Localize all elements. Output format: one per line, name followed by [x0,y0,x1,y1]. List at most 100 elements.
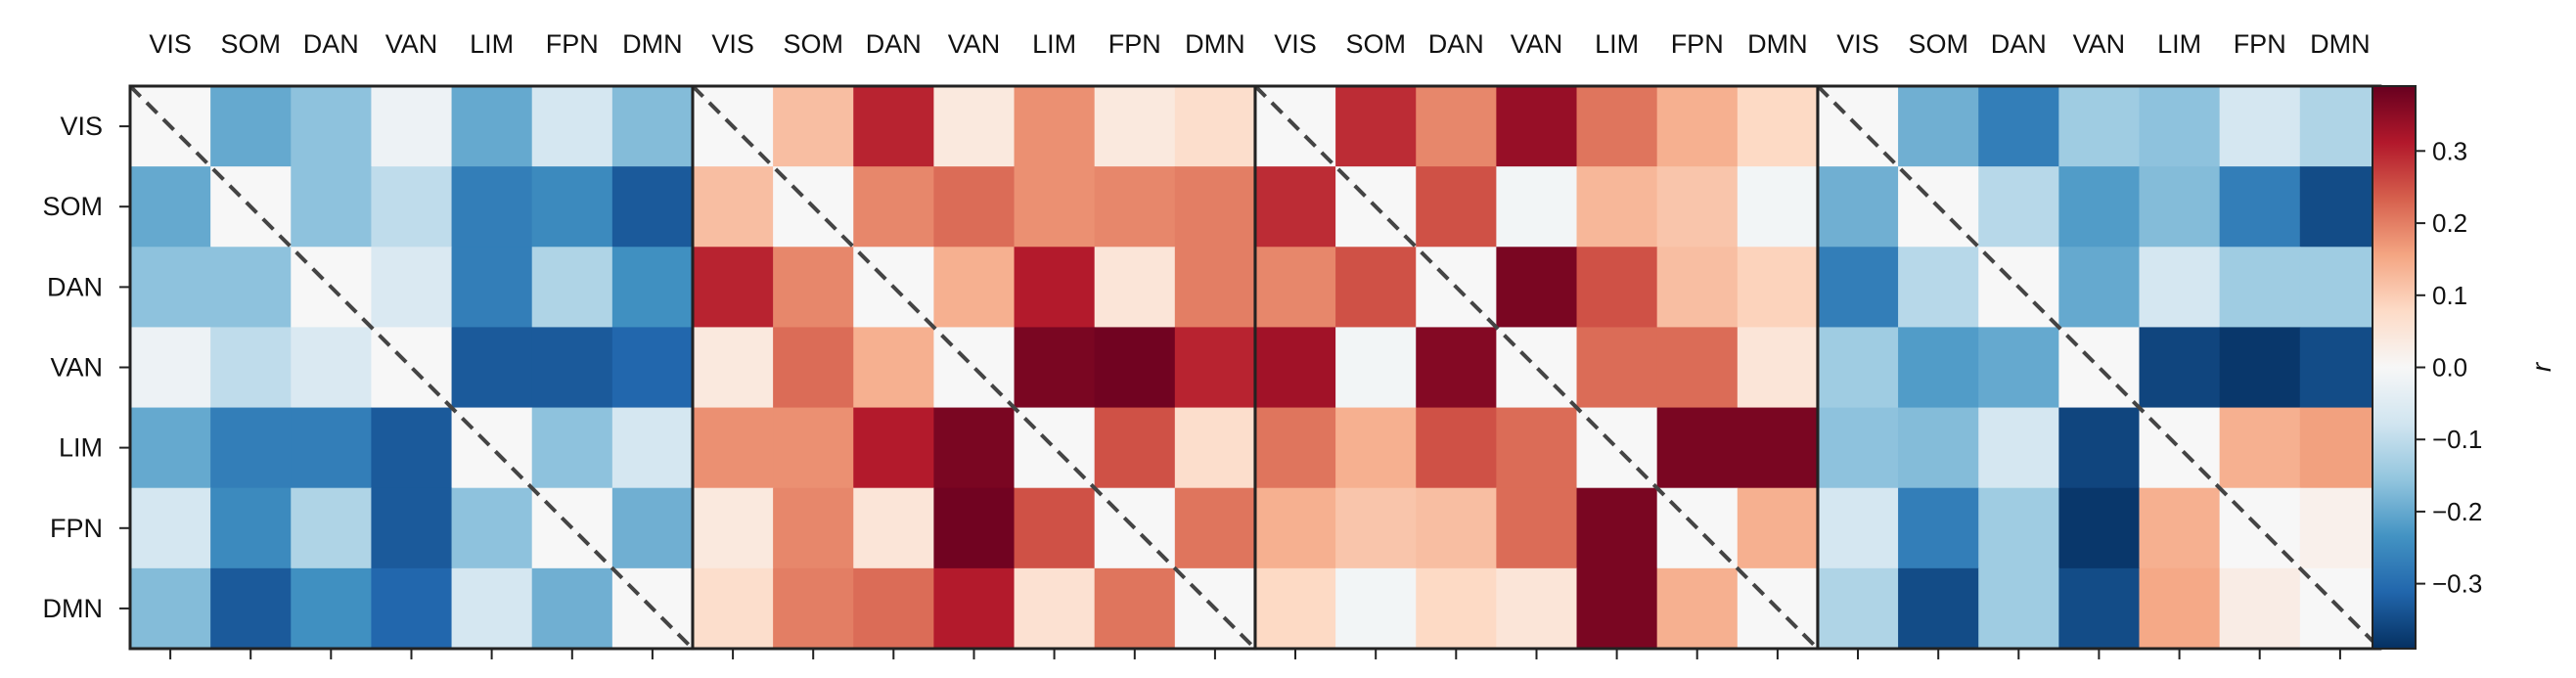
heatmap-cell [371,86,453,167]
heatmap-cell [2058,247,2141,329]
x-axis-label: VIS [711,29,754,59]
heatmap-cell [2299,327,2381,409]
x-axis-label: DAN [866,29,922,59]
heatmap-cell [1174,407,1256,489]
heatmap-cell [210,86,292,167]
heatmap-cell [1656,86,1739,167]
colorbar-tick-label: −0.2 [2432,497,2482,526]
heatmap-cell [210,487,292,569]
heatmap-cell [1496,86,1578,167]
x-axis-label: FPN [546,29,599,59]
x-axis-label: VIS [149,29,192,59]
diagonal-dashed-line [691,84,1257,651]
heatmap-cell [1094,166,1176,248]
heatmap-cell [853,567,934,650]
heatmap-cell [1496,567,1578,650]
diagonal-dashed-line [128,84,695,651]
y-axis-label: VAN [50,353,103,383]
heatmap-cell [210,327,292,409]
heatmap-cell [1576,247,1658,329]
heatmap-cell [1817,166,1899,248]
colorbar-tick-label: 0.3 [2432,136,2467,165]
y-axis-label: FPN [50,514,103,543]
heatmap-cell [1174,487,1256,569]
x-axis-label: VAN [385,29,438,59]
heatmap-cell [611,327,694,409]
heatmap-cell [210,407,292,489]
y-axis-label: DAN [47,272,103,301]
heatmap-cell [933,166,1016,248]
heatmap-cell [853,86,934,167]
heatmap-cell [2139,567,2221,650]
heatmap-cell [1014,567,1096,650]
colorbar-tick-label: −0.3 [2432,569,2482,599]
heatmap-cell [2219,567,2301,650]
heatmap-cell [2299,247,2381,329]
heatmap-cell [1254,327,1336,409]
heatmap-cell [1254,166,1336,248]
heatmap-cell [1737,247,1819,329]
heatmap-cell [1737,86,1819,167]
x-axis-label: LIM [1595,29,1639,59]
heatmap-cell [611,166,694,248]
heatmap-cell [1416,327,1497,409]
heatmap-cell [933,247,1016,329]
heatmap-cell [1898,407,1979,489]
heatmap-cell [2058,166,2141,248]
heatmap-cell [1898,247,1979,329]
heatmap-cell [611,407,694,489]
heatmap-cell [1335,487,1417,569]
x-axis-label: LIM [470,29,514,59]
heatmap-cell [1335,567,1417,650]
heatmap-cell [1416,487,1497,569]
heatmap-cell [371,407,453,489]
heatmap-cell [1898,487,1979,569]
heatmap-cell [2299,166,2381,248]
heatmap-cell [773,327,854,409]
heatmap-cell [1817,567,1899,650]
x-axis-label: FPN [1108,29,1161,59]
x-axis-label: DMN [2310,29,2371,59]
heatmap-cell [1496,407,1578,489]
heatmap-cell [1737,327,1819,409]
x-axis-label: VAN [948,29,1001,59]
x-axis-label: SOM [783,29,843,59]
heatmap-cell [692,567,774,650]
x-axis-label: FPN [1671,29,1724,59]
heatmap-cell [1416,567,1497,650]
heatmap-cell [451,166,533,248]
diagonal-dashed-line [1816,84,2382,651]
heatmap-cell [451,86,533,167]
colorbar-gradient [2372,85,2417,650]
heatmap-cell [1737,487,1819,569]
heatmap-cell [853,487,934,569]
y-axis-label: SOM [42,192,103,221]
heatmap-cell [130,407,211,489]
heatmap-cell [1335,86,1417,167]
heatmap-cell [1898,327,1979,409]
diagonal-lines [128,84,2382,651]
heatmap-cell [2299,86,2381,167]
x-axis-label: DMN [622,29,683,59]
heatmap-cell [1656,247,1739,329]
heatmap-cell [1174,247,1256,329]
heatmap-cell [1014,327,1096,409]
heatmap-cell [2058,407,2141,489]
x-axis-label: LIM [2157,29,2201,59]
heatmap-cell [531,567,613,650]
heatmap-cell [1656,327,1739,409]
x-axis-label: VIS [1274,29,1317,59]
heatmap-cell [531,327,613,409]
x-axis-label: LIM [1032,29,1076,59]
heatmap-cell [773,487,854,569]
heatmap-cell [1737,407,1819,489]
heatmap-cell [291,327,373,409]
heatmap-cell [1416,407,1497,489]
heatmap-cell [531,166,613,248]
heatmap-cell [2139,487,2221,569]
heatmap-cell [1254,247,1336,329]
heatmap-cell [1416,166,1497,248]
heatmap-cell [2058,567,2141,650]
heatmap-cell [1254,487,1336,569]
x-axis-label: DMN [1185,29,1245,59]
